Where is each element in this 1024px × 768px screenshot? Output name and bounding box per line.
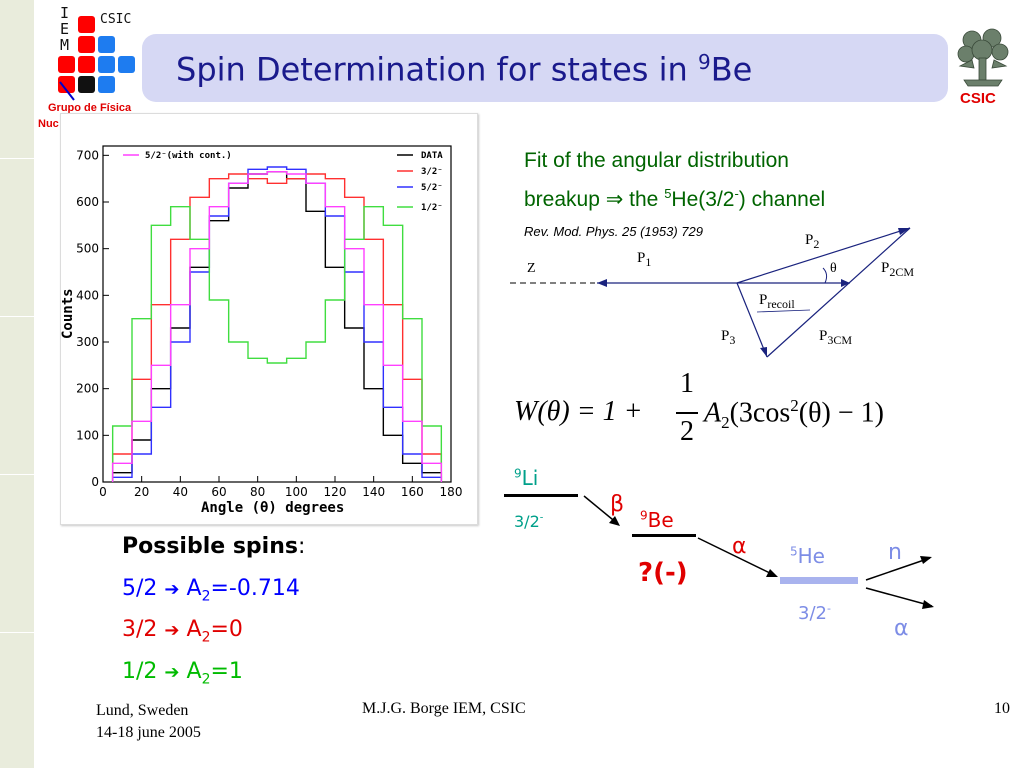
p3cm-arrow bbox=[766, 227, 911, 358]
title-superscript: 9 bbox=[697, 50, 711, 74]
kinematics-diagram: Z P1 P2 θ P2CM Precoil P3 P3CM bbox=[510, 227, 914, 358]
decay-scheme: 9Li 3/2- β 9Be ?(-) α 5He 3/2- n α bbox=[500, 460, 970, 650]
z-label: Z bbox=[527, 261, 536, 276]
li9-spin: 3/2- bbox=[514, 512, 544, 531]
fit-line-2: breakup ⇒ the 5He(3/2-) channel bbox=[524, 186, 826, 211]
theta-arc bbox=[822, 267, 828, 284]
formula-fraction-bar bbox=[676, 412, 698, 414]
alpha-label-2: α bbox=[894, 616, 909, 641]
y-tick-label: 600 bbox=[76, 195, 99, 209]
he5-level bbox=[780, 577, 858, 584]
page-number: 10 bbox=[994, 700, 1010, 717]
title-band bbox=[142, 34, 948, 102]
x-axis-label: Angle (θ) degrees bbox=[201, 500, 344, 516]
y-tick-label: 300 bbox=[76, 335, 99, 349]
spin-row-3-2: 3/2 ➔ A2=0 bbox=[122, 617, 243, 646]
iem-csic-label: CSIC bbox=[100, 12, 132, 27]
possible-spins: Possible spins: 5/2 ➔ A2=-0.714 3/2 ➔ A2… bbox=[122, 530, 305, 696]
csic-logo-label: CSIC bbox=[960, 90, 996, 107]
y-tick-label: 0 bbox=[91, 475, 99, 489]
x-tick-label: 60 bbox=[211, 485, 226, 499]
n-label: n bbox=[888, 540, 902, 565]
footer-location: Lund, Sweden 14-18 june 2005 bbox=[96, 702, 201, 741]
angular-formula: W(θ) = 1 + 1 2 A2(3cos2(θ) − 1) bbox=[514, 368, 954, 460]
y-tick-label: 700 bbox=[76, 148, 99, 162]
csic-tree-icon bbox=[957, 28, 1009, 87]
footer-author: M.J.G. Borge IEM, CSIC bbox=[362, 700, 526, 717]
p3-label: P3 bbox=[721, 328, 735, 347]
y-axis-label: Counts bbox=[61, 288, 76, 339]
spin-row-5-2: 5/2 ➔ A2=-0.714 bbox=[122, 576, 300, 605]
formula-rhs: A2(3cos2(θ) − 1) bbox=[704, 396, 884, 432]
p2cm-label: P2CM bbox=[881, 260, 914, 279]
x-tick-label: 40 bbox=[173, 485, 188, 499]
formula-lhs: W(θ) = 1 + bbox=[514, 396, 643, 427]
be9-level bbox=[632, 534, 696, 537]
x-tick-label: 0 bbox=[99, 485, 107, 499]
csic-logo: CSIC bbox=[952, 22, 1014, 112]
p2-label: P2 bbox=[805, 232, 819, 251]
y-tick-label: 100 bbox=[76, 428, 99, 442]
he5-spin: 3/2- bbox=[798, 602, 831, 624]
series-line bbox=[111, 205, 443, 482]
iem-letter-i: I bbox=[60, 4, 70, 22]
y-tick-label: 500 bbox=[76, 242, 99, 256]
p3cm-label: P3CM bbox=[819, 328, 852, 347]
legend-label-3-2: 3/2⁻ bbox=[421, 167, 443, 177]
y-tick-label: 400 bbox=[76, 288, 99, 302]
x-tick-label: 160 bbox=[401, 485, 424, 499]
iem-group-label: Grupo de Física bbox=[48, 102, 132, 114]
plot-frame bbox=[102, 145, 452, 483]
chart-svg: 0 20 40 60 80 100 120 140 160 180 0 100 200 300 400 500… bbox=[60, 145, 463, 516]
left-decor-bar bbox=[0, 0, 34, 768]
he5-label: 5He bbox=[790, 544, 825, 568]
alpha-label-1: α bbox=[732, 534, 747, 559]
series-line bbox=[111, 170, 443, 482]
li9-label: 9Li bbox=[514, 466, 539, 490]
iem-logo bbox=[40, 4, 160, 134]
x-tick-label: 120 bbox=[324, 485, 347, 499]
slide-title: Spin Determination for states in 9Be bbox=[176, 50, 753, 89]
formula-numerator: 1 bbox=[680, 368, 694, 399]
x-tick-label: 100 bbox=[285, 485, 308, 499]
formula-denominator: 2 bbox=[680, 416, 694, 447]
series-line bbox=[111, 173, 443, 482]
iem-nuc-label: Nuc bbox=[38, 118, 59, 130]
y-tick-label: 200 bbox=[76, 382, 99, 396]
p1-label: P1 bbox=[637, 250, 651, 269]
beta-label: β bbox=[610, 492, 625, 517]
decay-arrows bbox=[583, 495, 934, 609]
be9-spin: ?(-) bbox=[638, 558, 688, 588]
series-line bbox=[111, 170, 443, 482]
spins-header: Possible spins bbox=[122, 534, 298, 559]
series-line bbox=[111, 166, 443, 482]
fit-line-1: Fit of the angular distribution bbox=[524, 149, 789, 172]
x-tick-label: 180 bbox=[440, 485, 463, 499]
fit-description: Fit of the angular distribution breakup … bbox=[524, 144, 825, 216]
angular-distribution-chart: 0 20 40 60 80 100 120 140 160 180 0 100 200 300 400 500… bbox=[60, 113, 478, 525]
precoil-line bbox=[756, 309, 811, 313]
legend-label-data: DATA bbox=[421, 151, 443, 161]
p2-arrow bbox=[736, 227, 911, 284]
theta-label: θ bbox=[830, 261, 837, 276]
legend-label-1-2: 1/2⁻ bbox=[421, 203, 443, 213]
x-tick-label: 80 bbox=[250, 485, 265, 499]
li9-level bbox=[504, 494, 578, 497]
be9-label: 9Be bbox=[640, 508, 674, 532]
reference-citation: Rev. Mod. Phys. 25 (1953) 729 bbox=[524, 224, 703, 239]
iem-letter-e: E bbox=[60, 20, 70, 38]
p3-arrow bbox=[736, 282, 768, 358]
precoil-label: Precoil bbox=[759, 292, 795, 311]
legend-label-with-cont: 5/2⁻(with cont.) bbox=[145, 150, 232, 161]
iem-letter-m: M bbox=[60, 36, 70, 54]
spin-row-1-2: 1/2 ➔ A2=1 bbox=[122, 658, 243, 688]
iem-logo-graphic bbox=[58, 16, 135, 101]
x-tick-label: 20 bbox=[134, 485, 149, 499]
legend-label-5-2: 5/2⁻ bbox=[421, 183, 443, 193]
x-tick-label: 140 bbox=[362, 485, 385, 499]
